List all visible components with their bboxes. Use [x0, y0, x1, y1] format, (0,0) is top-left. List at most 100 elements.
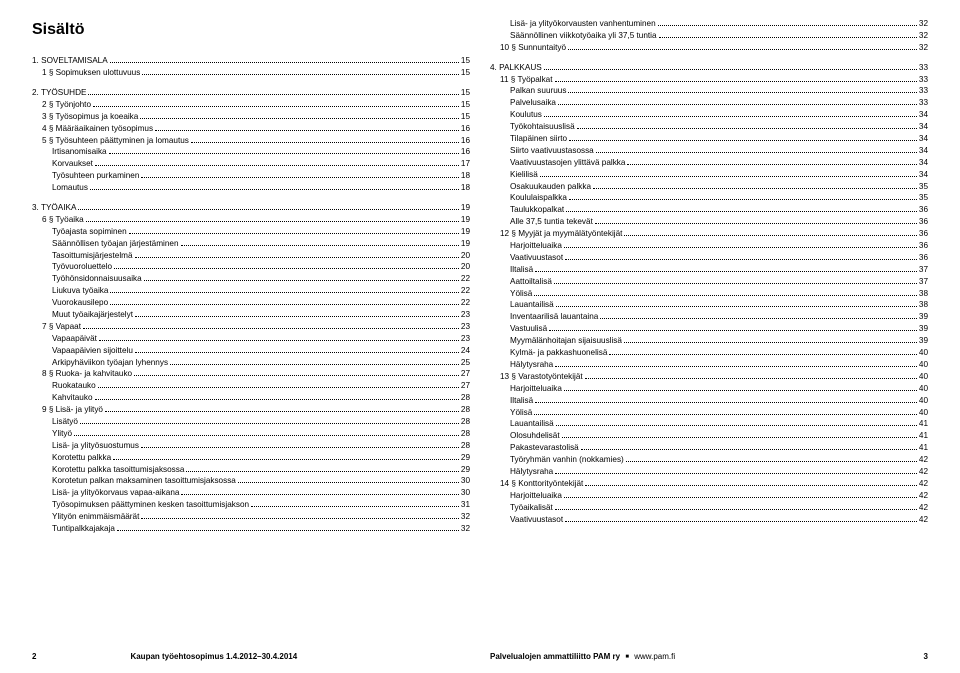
toc-label: Työhönsidonnaisuusaika [32, 273, 142, 285]
toc-page: 39 [919, 335, 928, 347]
toc-dots [659, 37, 917, 38]
toc-left: 1. SOVELTAMISALA151 § Sopimuksen ulottuv… [32, 55, 470, 535]
footer-separator-icon: ■ [625, 654, 629, 660]
toc-row: Harjoitteluaika36 [490, 240, 928, 252]
toc-page: 41 [919, 430, 928, 442]
toc-label: Työryhmän vanhin (nokkamies) [490, 454, 624, 466]
footer-left: 2 Kaupan työehtosopimus 1.4.2012–30.4.20… [32, 641, 470, 663]
toc-label: Yölisä [490, 288, 532, 300]
toc-row: Vaativuustasojen ylittävä palkka34 [490, 157, 928, 169]
toc-label: Irtisanomisaika [32, 146, 107, 158]
toc-row: Tuntipalkkajakaja32 [32, 523, 470, 535]
toc-dots [83, 328, 459, 329]
toc-row: Ylityön enimmäismäärät 32 [32, 511, 470, 523]
toc-label: Työsopimuksen päättyminen kesken tasoitt… [32, 499, 249, 511]
toc-label: 4. PALKKAUS [490, 62, 542, 74]
toc-page: 42 [919, 514, 928, 526]
toc-label: Lauantailisä [490, 418, 554, 430]
toc-label: 11 § Työpalkat [490, 74, 553, 86]
toc-page: 15 [461, 111, 470, 123]
toc-dots [564, 390, 917, 391]
toc-row: Työkohtaisuuslisä34 [490, 121, 928, 133]
toc-row: Kylmä- ja pakkashuonelisä40 [490, 347, 928, 359]
toc-dots [544, 116, 917, 117]
toc-label: Aattoiltalisä [490, 276, 552, 288]
toc-dots [562, 437, 917, 438]
toc-row: Inventaarilisä lauantaina39 [490, 311, 928, 323]
toc-label: 10 § Sunnuntaityö [490, 42, 566, 54]
toc-label: Säännöllisen työajan järjestäminen [32, 238, 179, 250]
toc-row: Harjoitteluaika42 [490, 490, 928, 502]
toc-row: Aattoiltalisä 37 [490, 276, 928, 288]
toc-row: Harjoitteluaika40 [490, 383, 928, 395]
toc-page: 16 [461, 123, 470, 135]
toc-row: Olosuhdelisät41 [490, 430, 928, 442]
toc-dots [577, 128, 917, 129]
toc-page: 28 [461, 416, 470, 428]
toc-dots [186, 471, 458, 472]
toc-label: Ylityön enimmäismäärät [32, 511, 139, 523]
toc-dots [555, 81, 917, 82]
toc-label: Iltalisä [490, 395, 533, 407]
toc-dots [627, 164, 916, 165]
toc-page: 34 [919, 157, 928, 169]
toc-label: Pakastevarastolisä [490, 442, 579, 454]
toc-row: Palvelusaika33 [490, 97, 928, 109]
toc-page: 19 [461, 214, 470, 226]
toc-page: 32 [919, 30, 928, 42]
toc-dots [105, 411, 459, 412]
toc-page: 39 [919, 323, 928, 335]
toc-row: Työsuhteen purkaminen18 [32, 170, 470, 182]
toc-page: 27 [461, 380, 470, 392]
toc-page: 19 [461, 226, 470, 238]
toc-page: 32 [919, 18, 928, 30]
toc-dots [98, 387, 459, 388]
toc-dots [135, 257, 459, 258]
toc-label: Tilapäinen siirto [490, 133, 567, 145]
toc-dots [134, 375, 459, 376]
toc-page: 42 [919, 502, 928, 514]
toc-dots [141, 177, 459, 178]
toc-row: 14 § Konttorityöntekijät42 [490, 478, 928, 490]
toc-page: 40 [919, 383, 928, 395]
toc-page: 33 [919, 97, 928, 109]
toc-page: 36 [919, 204, 928, 216]
toc-page: 32 [461, 511, 470, 523]
toc-label: Vapaapäivien sijoittelu [32, 345, 133, 357]
toc-label: 1 § Sopimuksen ulottuvuus [32, 67, 140, 79]
toc-page: 22 [461, 273, 470, 285]
toc-row: Lomautus18 [32, 182, 470, 194]
toc-page: 41 [919, 442, 928, 454]
footer-book-title: Kaupan työehtosopimus 1.4.2012–30.4.2014 [130, 651, 297, 663]
toc-row: 4. PALKKAUS33 [490, 62, 928, 74]
toc-label: Tasoittumisjärjestelmä [32, 250, 133, 262]
toc-row: Yölisä38 [490, 288, 928, 300]
toc-page: 36 [919, 216, 928, 228]
toc-label: Harjoitteluaika [490, 240, 562, 252]
toc-page: 31 [461, 499, 470, 511]
toc-dots [600, 318, 917, 319]
toc-dots [141, 447, 459, 448]
toc-page: 15 [461, 99, 470, 111]
toc-row: 2 § Työnjohto15 [32, 99, 470, 111]
toc-row: 2. TYÖSUHDE15 [32, 87, 470, 99]
toc-dots [585, 378, 917, 379]
toc-page: 19 [461, 238, 470, 250]
toc-dots [155, 130, 459, 131]
toc-label: Arkipyhäviikon työajan lyhennys [32, 357, 168, 369]
toc-row: Työaikalisät42 [490, 502, 928, 514]
toc-dots [90, 189, 459, 190]
toc-label: Ylityö [32, 428, 72, 440]
toc-dots [535, 271, 917, 272]
toc-page: 36 [919, 252, 928, 264]
toc-dots [626, 461, 917, 462]
toc-dots [565, 259, 917, 260]
toc-dots [110, 304, 459, 305]
toc-page: 29 [461, 464, 470, 476]
toc-dots [556, 425, 917, 426]
toc-dots [80, 423, 459, 424]
toc-dots [596, 152, 917, 153]
toc-dots [581, 449, 917, 450]
toc-page: 37 [919, 276, 928, 288]
toc-dots [658, 25, 917, 26]
